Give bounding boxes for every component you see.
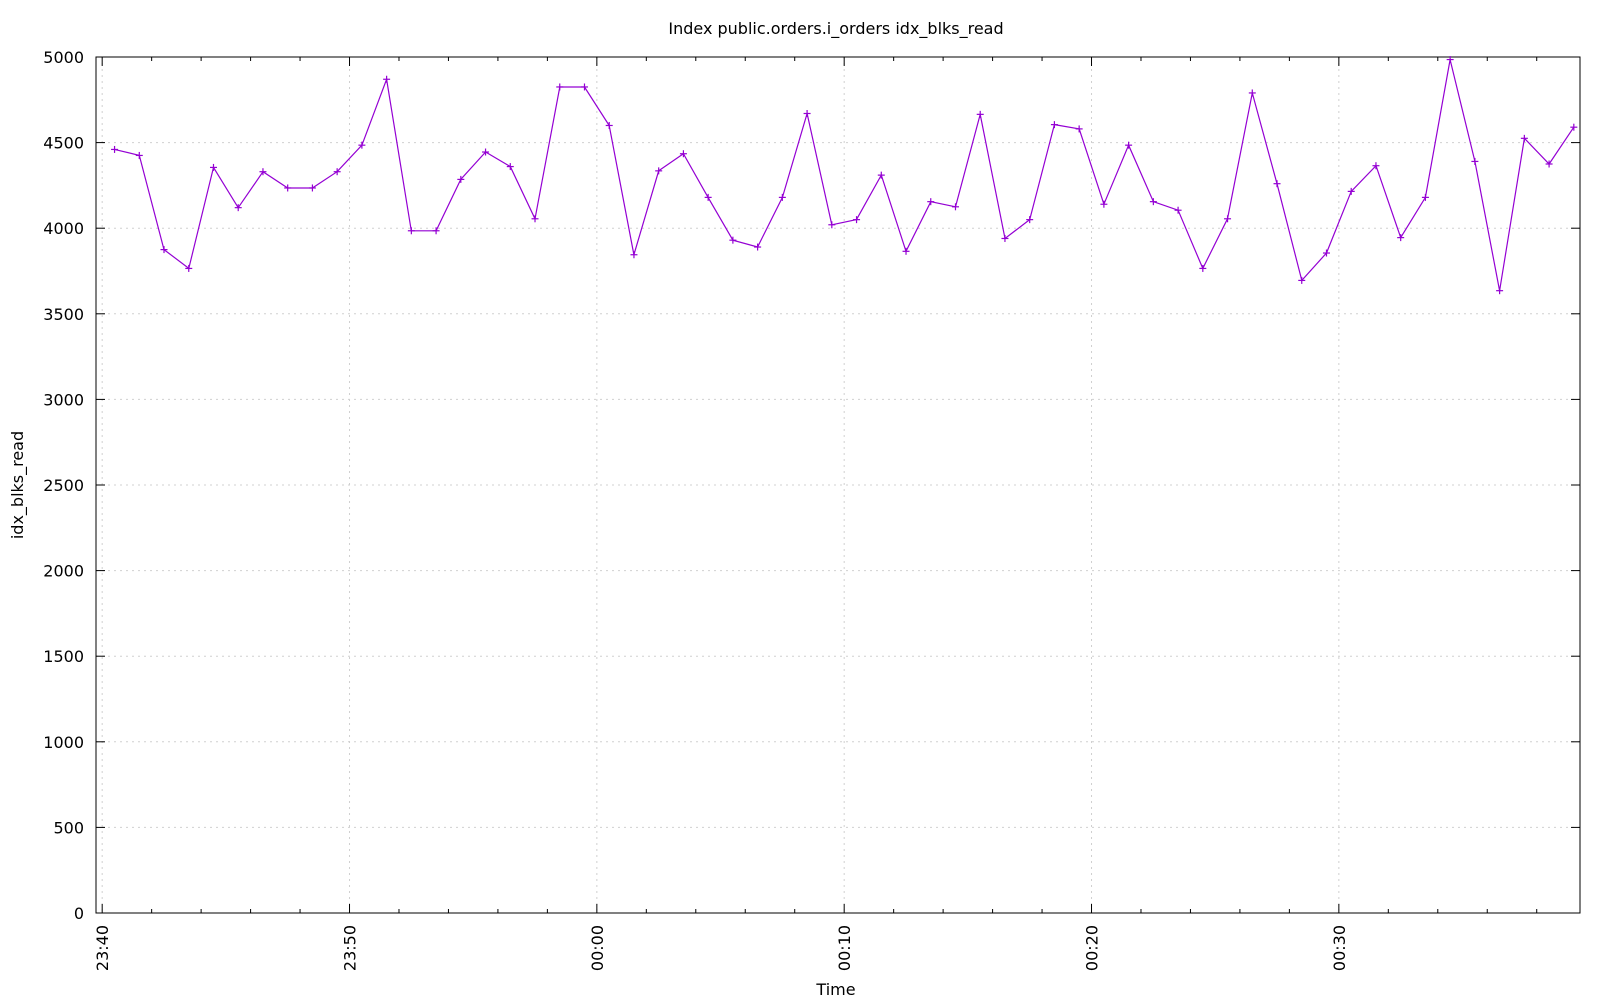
data-point — [927, 198, 935, 206]
data-point — [234, 204, 242, 212]
data-point — [506, 163, 514, 171]
y-tick-label: 2500 — [43, 476, 84, 495]
data-point — [1545, 160, 1553, 168]
data-point — [877, 171, 885, 179]
x-tick-label: 00:30 — [1330, 925, 1349, 971]
data-point — [1224, 215, 1232, 223]
data-point — [1322, 249, 1330, 257]
data-point — [1570, 123, 1578, 131]
data-point — [778, 193, 786, 201]
data-point — [308, 184, 316, 192]
data-point — [1149, 198, 1157, 206]
data-point — [457, 175, 465, 183]
x-tick-label: 23:50 — [341, 925, 360, 971]
data-point — [951, 203, 959, 211]
y-tick-label: 1000 — [43, 733, 84, 752]
x-tick-label: 00:00 — [588, 925, 607, 971]
x-axis-label: Time — [815, 980, 855, 999]
series-group — [111, 56, 1578, 295]
data-point — [828, 221, 836, 229]
data-point — [1496, 287, 1504, 295]
data-point — [111, 145, 119, 153]
data-point — [1273, 180, 1281, 188]
data-point — [1446, 56, 1454, 64]
data-point — [902, 247, 910, 255]
x-tick-label: 00:20 — [1083, 925, 1102, 971]
data-point — [432, 227, 440, 235]
data-point — [1397, 234, 1405, 242]
data-point — [284, 184, 292, 192]
data-point — [1372, 162, 1380, 170]
y-axis: 0 500 1000 1500 2000 2500 3000 3500 4000 4500 5000 — [43, 48, 1580, 923]
data-point — [1421, 193, 1429, 201]
y-tick-label: 5000 — [43, 48, 84, 67]
x-tick-label: 00:10 — [835, 925, 854, 971]
chart-title: Index public.orders.i_orders idx_blks_re… — [668, 19, 1003, 39]
data-point — [259, 168, 267, 176]
data-point — [679, 150, 687, 158]
y-tick-label: 2000 — [43, 562, 84, 581]
data-point — [482, 148, 490, 156]
data-point — [1298, 276, 1306, 284]
data-point — [1347, 187, 1355, 195]
data-point — [853, 216, 861, 224]
data-point — [655, 167, 663, 175]
y-tick-label: 500 — [53, 818, 84, 837]
data-point — [729, 236, 737, 244]
data-point — [209, 163, 217, 171]
y-tick-label: 1500 — [43, 647, 84, 666]
data-point — [1001, 234, 1009, 242]
y-tick-label: 4500 — [43, 134, 84, 153]
data-point — [1050, 121, 1058, 129]
y-axis-label: idx_blks_read — [8, 431, 28, 539]
data-point — [556, 83, 564, 91]
data-point — [383, 75, 391, 83]
y-tick-label: 3500 — [43, 305, 84, 324]
data-point — [630, 251, 638, 259]
data-point — [531, 215, 539, 223]
x-axis: 23:40 23:50 00:00 00:10 00:20 00:30 — [93, 57, 1538, 971]
y-tick-label: 0 — [74, 904, 84, 923]
data-point — [1125, 141, 1133, 149]
data-point — [1174, 206, 1182, 214]
data-point — [803, 109, 811, 117]
data-point — [1520, 134, 1528, 142]
data-point — [1199, 264, 1207, 272]
data-point — [754, 243, 762, 251]
data-point — [605, 121, 613, 129]
grid — [96, 57, 1580, 913]
data-point — [1100, 200, 1108, 208]
data-point — [580, 83, 588, 91]
y-tick-label: 4000 — [43, 219, 84, 238]
y-tick-label: 3000 — [43, 390, 84, 409]
data-point — [160, 246, 168, 254]
data-point — [135, 151, 143, 159]
data-point — [358, 141, 366, 149]
data-point — [1471, 157, 1479, 165]
data-point — [185, 264, 193, 272]
x-tick-label: 23:40 — [93, 925, 112, 971]
data-point — [976, 110, 984, 118]
data-point — [333, 168, 341, 176]
series-line — [114, 59, 1575, 291]
data-point — [407, 227, 415, 235]
data-point — [1026, 216, 1034, 224]
data-point — [704, 193, 712, 201]
data-point — [1248, 89, 1256, 97]
data-point — [1075, 125, 1083, 133]
